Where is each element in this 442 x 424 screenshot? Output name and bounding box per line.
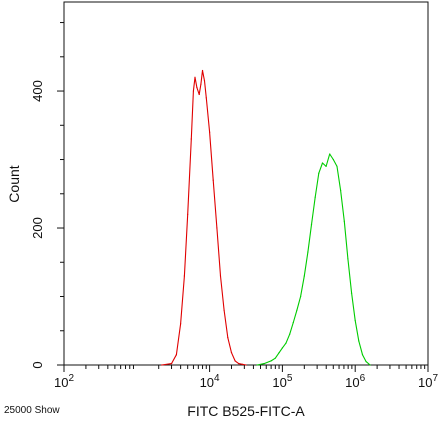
y-tick-label: 400: [30, 80, 45, 102]
x-tick-label: 104: [200, 373, 220, 390]
histogram-series-0: [161, 69, 247, 366]
event-count-annotation: 25000 Show: [4, 405, 60, 416]
x-tick-label: 105: [272, 373, 292, 390]
x-tick-label: 107: [418, 373, 438, 390]
y-tick-label: 200: [30, 217, 45, 239]
histogram-line: [161, 69, 247, 366]
y-tick-label: 0: [30, 361, 45, 368]
plot-frame: [63, 1, 429, 366]
histogram-series-1: [256, 153, 371, 366]
x-tick-label: 106: [345, 373, 365, 390]
x-axis-title: FITC B525-FITC-A: [187, 403, 305, 419]
series-layer: [161, 69, 371, 366]
y-axis-title: Count: [6, 165, 22, 202]
tick-layer: 102 104 105 106 107 0 200 400: [30, 22, 438, 390]
x-tick-label: 102: [54, 373, 74, 390]
histogram-line: [257, 153, 371, 366]
